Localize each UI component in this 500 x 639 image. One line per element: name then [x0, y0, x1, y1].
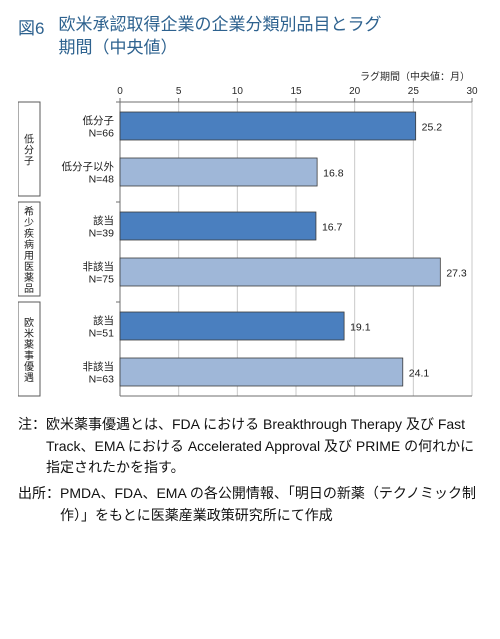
- group-label: 欧米薬事優遇: [24, 317, 34, 384]
- bar-label-line2: N=48: [89, 173, 115, 185]
- lag-bar-chart: ラグ期間（中央値：月）051015202530低分子低分子N=6625.2低分子…: [18, 66, 478, 400]
- x-tick-label: 5: [176, 86, 182, 97]
- figure-title-line1: 欧米承認取得企業の企業分類別品目とラグ: [58, 15, 381, 34]
- x-tick-label: 10: [232, 86, 244, 97]
- bar-value-label: 16.8: [323, 167, 344, 179]
- bar: [120, 358, 403, 386]
- figure-title-row: 図6 欧米承認取得企業の企業分類別品目とラグ 期間（中央値）: [18, 14, 482, 60]
- bar-value-label: 19.1: [350, 321, 371, 333]
- bar-label-line1: 非該当: [83, 360, 115, 373]
- bar-label-line2: N=75: [89, 273, 115, 285]
- bar: [120, 258, 440, 286]
- x-tick-label: 20: [349, 86, 361, 97]
- bar-label-line1: 該当: [93, 214, 114, 227]
- bar-label-line2: N=51: [89, 327, 115, 339]
- bar: [120, 112, 416, 140]
- chart-container: ラグ期間（中央値：月）051015202530低分子低分子N=6625.2低分子…: [18, 66, 482, 400]
- figure-source: 出所：PMDA、FDA、EMA の各公開情報、「明日の新薬（テクノミック制作）」…: [18, 483, 482, 526]
- bar-label-line2: N=63: [89, 373, 115, 385]
- bar: [120, 212, 316, 240]
- figure-note: 注：欧米薬事優遇とは、FDA における Breakthrough Therapy…: [18, 414, 482, 479]
- bar-label-line2: N=39: [89, 227, 115, 239]
- x-tick-label: 25: [408, 86, 420, 97]
- figure-number: 図6: [18, 14, 44, 39]
- group-label: 低分子: [24, 132, 34, 167]
- figure-title-line2: 期間（中央値）: [58, 38, 177, 57]
- x-tick-label: 0: [117, 86, 123, 97]
- x-tick-label: 30: [466, 86, 478, 97]
- figure-title: 欧米承認取得企業の企業分類別品目とラグ 期間（中央値）: [58, 14, 381, 60]
- bar: [120, 158, 317, 186]
- bar-label-line2: N=66: [89, 127, 115, 139]
- bar-value-label: 27.3: [446, 267, 467, 279]
- bar-label-line1: 低分子以外: [62, 160, 115, 173]
- bar-label-line1: 非該当: [83, 260, 115, 273]
- bar-label-line1: 低分子: [83, 114, 115, 127]
- bar: [120, 312, 344, 340]
- bar-value-label: 25.2: [422, 121, 443, 133]
- bar-value-label: 16.7: [322, 221, 343, 233]
- group-label: 希少疾病用医薬品: [24, 205, 34, 295]
- x-tick-label: 15: [290, 86, 302, 97]
- axis-title: ラグ期間（中央値：月）: [360, 70, 470, 83]
- bar-label-line1: 該当: [93, 314, 114, 327]
- bar-value-label: 24.1: [409, 367, 430, 379]
